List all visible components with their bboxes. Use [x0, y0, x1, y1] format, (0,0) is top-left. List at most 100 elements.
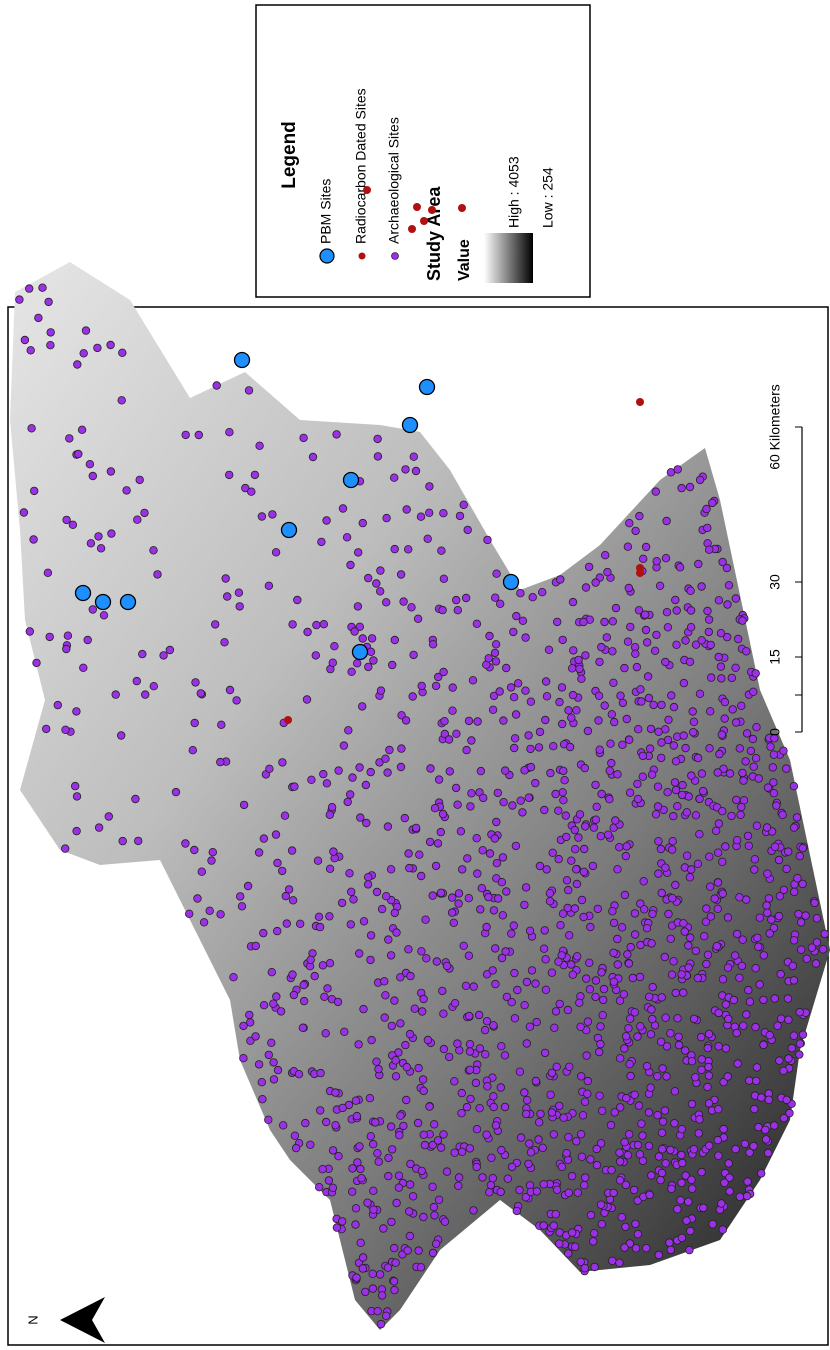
archaeological-site: [614, 961, 622, 969]
archaeological-site: [329, 1184, 337, 1192]
archaeological-site: [794, 874, 802, 882]
archaeological-site: [260, 835, 268, 843]
archaeological-site: [653, 631, 661, 639]
archaeological-site: [576, 999, 584, 1007]
archaeological-site: [661, 953, 669, 961]
archaeological-site: [565, 1250, 573, 1258]
archaeological-site: [731, 952, 739, 960]
archaeological-site: [335, 767, 343, 775]
archaeological-site: [784, 995, 792, 1003]
archaeological-site: [658, 1129, 666, 1137]
archaeological-site: [552, 1008, 560, 1016]
archaeological-site: [683, 809, 691, 817]
archaeological-site: [411, 1005, 419, 1013]
archaeological-site: [429, 641, 437, 649]
archaeological-site: [555, 958, 563, 966]
archaeological-site: [344, 798, 352, 806]
archaeological-site: [687, 866, 695, 874]
archaeological-site: [154, 571, 162, 579]
archaeological-site: [536, 862, 544, 870]
archaeological-site: [595, 717, 603, 725]
archaeological-site: [616, 1149, 624, 1157]
archaeological-site: [388, 1022, 396, 1030]
archaeological-site: [664, 624, 672, 632]
archaeological-site: [441, 1218, 449, 1226]
archaeological-site: [39, 284, 47, 292]
archaeological-site: [289, 971, 297, 979]
archaeological-site: [688, 1057, 696, 1065]
archaeological-site: [320, 770, 328, 778]
archaeological-site: [578, 896, 586, 904]
archaeological-site: [46, 633, 54, 641]
archaeological-site: [743, 1011, 751, 1019]
archaeological-site: [370, 1206, 378, 1214]
archaeological-site: [322, 1118, 330, 1126]
archaeological-site: [718, 1200, 726, 1208]
archaeological-site: [754, 934, 762, 942]
archaeological-site: [208, 857, 216, 865]
archaeological-site: [609, 907, 617, 915]
archaeological-site: [368, 1036, 376, 1044]
archaeological-site: [255, 1061, 263, 1069]
archaeological-site: [406, 1232, 414, 1240]
archaeological-site: [756, 914, 764, 922]
archaeological-site: [725, 582, 733, 590]
archaeological-site: [343, 534, 351, 542]
archaeological-site: [465, 1012, 473, 1020]
archaeological-site: [749, 735, 757, 743]
archaeological-site: [302, 1119, 310, 1127]
archaeological-site: [324, 985, 332, 993]
archaeological-site: [671, 779, 679, 787]
archaeological-site: [119, 349, 127, 357]
archaeological-site: [751, 1105, 759, 1113]
archaeological-site: [762, 1136, 770, 1144]
archaeological-site: [724, 914, 732, 922]
archaeological-site: [414, 615, 422, 623]
archaeological-site: [332, 1121, 340, 1129]
archaeological-site: [385, 936, 393, 944]
archaeological-site: [767, 743, 775, 751]
archaeological-site: [643, 924, 651, 932]
archaeological-site: [580, 618, 588, 626]
archaeological-site: [580, 868, 588, 876]
archaeological-site: [469, 677, 477, 685]
archaeological-site: [462, 594, 470, 602]
archaeological-site: [601, 702, 609, 710]
archaeological-site: [192, 679, 200, 687]
archaeological-site: [382, 755, 390, 763]
archaeological-site: [466, 1145, 474, 1153]
archaeological-site: [408, 604, 416, 612]
archaeological-site: [715, 1009, 723, 1017]
archaeological-site: [626, 1060, 634, 1068]
archaeological-site: [706, 745, 714, 753]
archaeological-site: [658, 1169, 666, 1177]
archaeological-site: [265, 1116, 273, 1124]
archaeological-site: [629, 974, 637, 982]
archaeological-site: [637, 1023, 645, 1031]
archaeological-site: [647, 1084, 655, 1092]
archaeological-site: [452, 596, 460, 604]
archaeological-site: [492, 658, 500, 666]
archaeological-site: [576, 665, 584, 673]
radiocarbon-site: [284, 716, 292, 724]
archaeological-site: [73, 708, 81, 716]
archaeological-site: [540, 1181, 548, 1189]
archaeological-site: [675, 1033, 683, 1041]
archaeological-site: [766, 930, 774, 938]
archaeological-site: [648, 771, 656, 779]
archaeological-site: [753, 723, 761, 731]
archaeological-site: [449, 684, 457, 692]
archaeological-site: [430, 1121, 438, 1129]
archaeological-site: [634, 795, 642, 803]
archaeological-site: [496, 600, 504, 608]
archaeological-site: [451, 999, 459, 1007]
archaeological-site: [659, 1145, 667, 1153]
archaeological-site: [546, 890, 554, 898]
archaeological-site: [556, 1240, 564, 1248]
archaeological-site: [663, 1043, 671, 1051]
archaeological-site: [325, 1177, 333, 1185]
archaeological-site: [417, 513, 425, 521]
archaeological-site: [624, 638, 632, 646]
archaeological-site: [437, 828, 445, 836]
archaeological-site: [477, 767, 485, 775]
